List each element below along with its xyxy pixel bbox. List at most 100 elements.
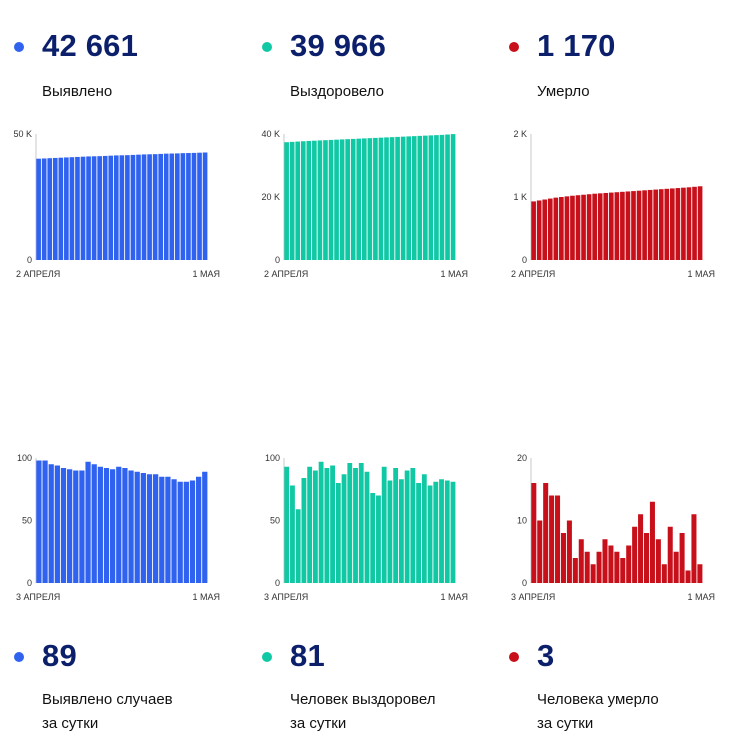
bar — [113, 155, 119, 260]
bar — [638, 514, 644, 583]
bar-chart: 100 50 0 3 АПРЕЛЯ 1 МАЯ — [264, 453, 468, 602]
bar — [130, 154, 136, 260]
bar — [398, 479, 404, 583]
bar — [102, 155, 108, 260]
bar — [42, 460, 48, 583]
bar — [295, 141, 301, 260]
bar — [679, 533, 685, 583]
bar — [692, 186, 697, 260]
stat-label: Выздоровело — [290, 83, 385, 100]
stat-value: 39 966 — [290, 28, 387, 63]
bar — [180, 153, 186, 260]
bar — [353, 468, 358, 583]
y-tick-label: 0 — [275, 578, 280, 588]
y-tick-label: 0 — [522, 255, 527, 265]
bar — [140, 473, 146, 583]
bar — [146, 474, 153, 583]
bar — [559, 197, 564, 260]
x-start-label: 2 АПРЕЛЯ — [511, 269, 555, 279]
y-tick-label: 0 — [27, 255, 32, 265]
x-end-label: 1 МАЯ — [192, 269, 220, 279]
bar — [122, 468, 128, 583]
bar — [159, 476, 165, 583]
bar — [128, 470, 134, 583]
bar — [661, 564, 667, 583]
y-tick-label: 0 — [27, 578, 32, 588]
bar — [655, 539, 661, 583]
bar — [572, 558, 578, 583]
bar — [531, 201, 536, 260]
bar — [134, 471, 140, 583]
bar — [575, 195, 581, 260]
bar — [664, 188, 670, 260]
stat-panel: 39 966 Выздоровело 40 K 20 K 0 2 АПРЕЛЯ 1 МАЯ — [248, 0, 488, 310]
stat-value: 3 — [537, 638, 555, 673]
bar — [91, 464, 97, 583]
bar — [531, 483, 537, 583]
bar — [197, 152, 202, 260]
bar — [428, 135, 434, 260]
bar — [564, 196, 570, 260]
bar — [632, 526, 638, 583]
bar — [614, 192, 620, 260]
stat-label: Человека умерло за сутки — [537, 691, 659, 732]
bar — [300, 141, 306, 260]
bar — [581, 194, 586, 260]
bar — [347, 463, 353, 583]
bar — [400, 136, 406, 260]
stat-label: Умерло — [537, 83, 590, 100]
bar — [334, 139, 339, 260]
bar — [381, 466, 387, 583]
y-tick-label: 0 — [522, 578, 527, 588]
bar — [597, 193, 603, 260]
bar-chart: 100 50 0 3 АПРЕЛЯ 1 МАЯ — [16, 453, 220, 602]
bar — [433, 481, 439, 583]
bar — [439, 479, 444, 583]
bar — [335, 483, 341, 583]
bar — [289, 141, 295, 260]
bar — [306, 140, 312, 260]
bar — [560, 533, 566, 583]
bar — [312, 140, 317, 260]
bar — [370, 493, 376, 583]
x-end-label: 1 МАЯ — [687, 592, 715, 602]
bar — [171, 479, 177, 583]
bar — [608, 545, 614, 583]
bar — [196, 476, 202, 583]
stat-panel: 81 Человек выздоровел за сутки 100 50 0 3 АПР… — [248, 310, 488, 732]
legend-dot-icon — [262, 42, 272, 52]
bar — [434, 135, 439, 260]
bar — [421, 474, 427, 583]
y-tick-label: 10 — [517, 516, 527, 526]
bar — [586, 194, 592, 260]
bar — [110, 469, 116, 583]
bar — [317, 140, 323, 260]
bar — [608, 192, 614, 260]
bar — [202, 152, 208, 260]
bar — [147, 154, 152, 260]
bar — [620, 558, 626, 583]
bar — [636, 190, 642, 260]
bar — [125, 155, 130, 260]
y-tick-label: 1 K — [513, 192, 527, 202]
bar — [48, 464, 54, 583]
bar — [686, 187, 692, 260]
bar — [658, 189, 664, 260]
bar — [537, 520, 543, 583]
x-end-label: 1 МАЯ — [440, 592, 468, 602]
bar — [681, 187, 686, 260]
bar — [175, 153, 180, 260]
bar — [445, 134, 450, 260]
stat-label: Выявлено — [42, 83, 113, 100]
stat-value: 1 170 — [537, 28, 616, 63]
bar — [339, 139, 345, 260]
bar — [410, 468, 416, 583]
bar — [295, 509, 301, 583]
bar — [324, 468, 330, 583]
legend-dot-icon — [262, 652, 272, 662]
y-tick-label: 100 — [265, 453, 280, 463]
bar — [653, 189, 659, 260]
bar — [186, 153, 191, 260]
bar — [163, 153, 169, 260]
bar — [649, 501, 655, 583]
